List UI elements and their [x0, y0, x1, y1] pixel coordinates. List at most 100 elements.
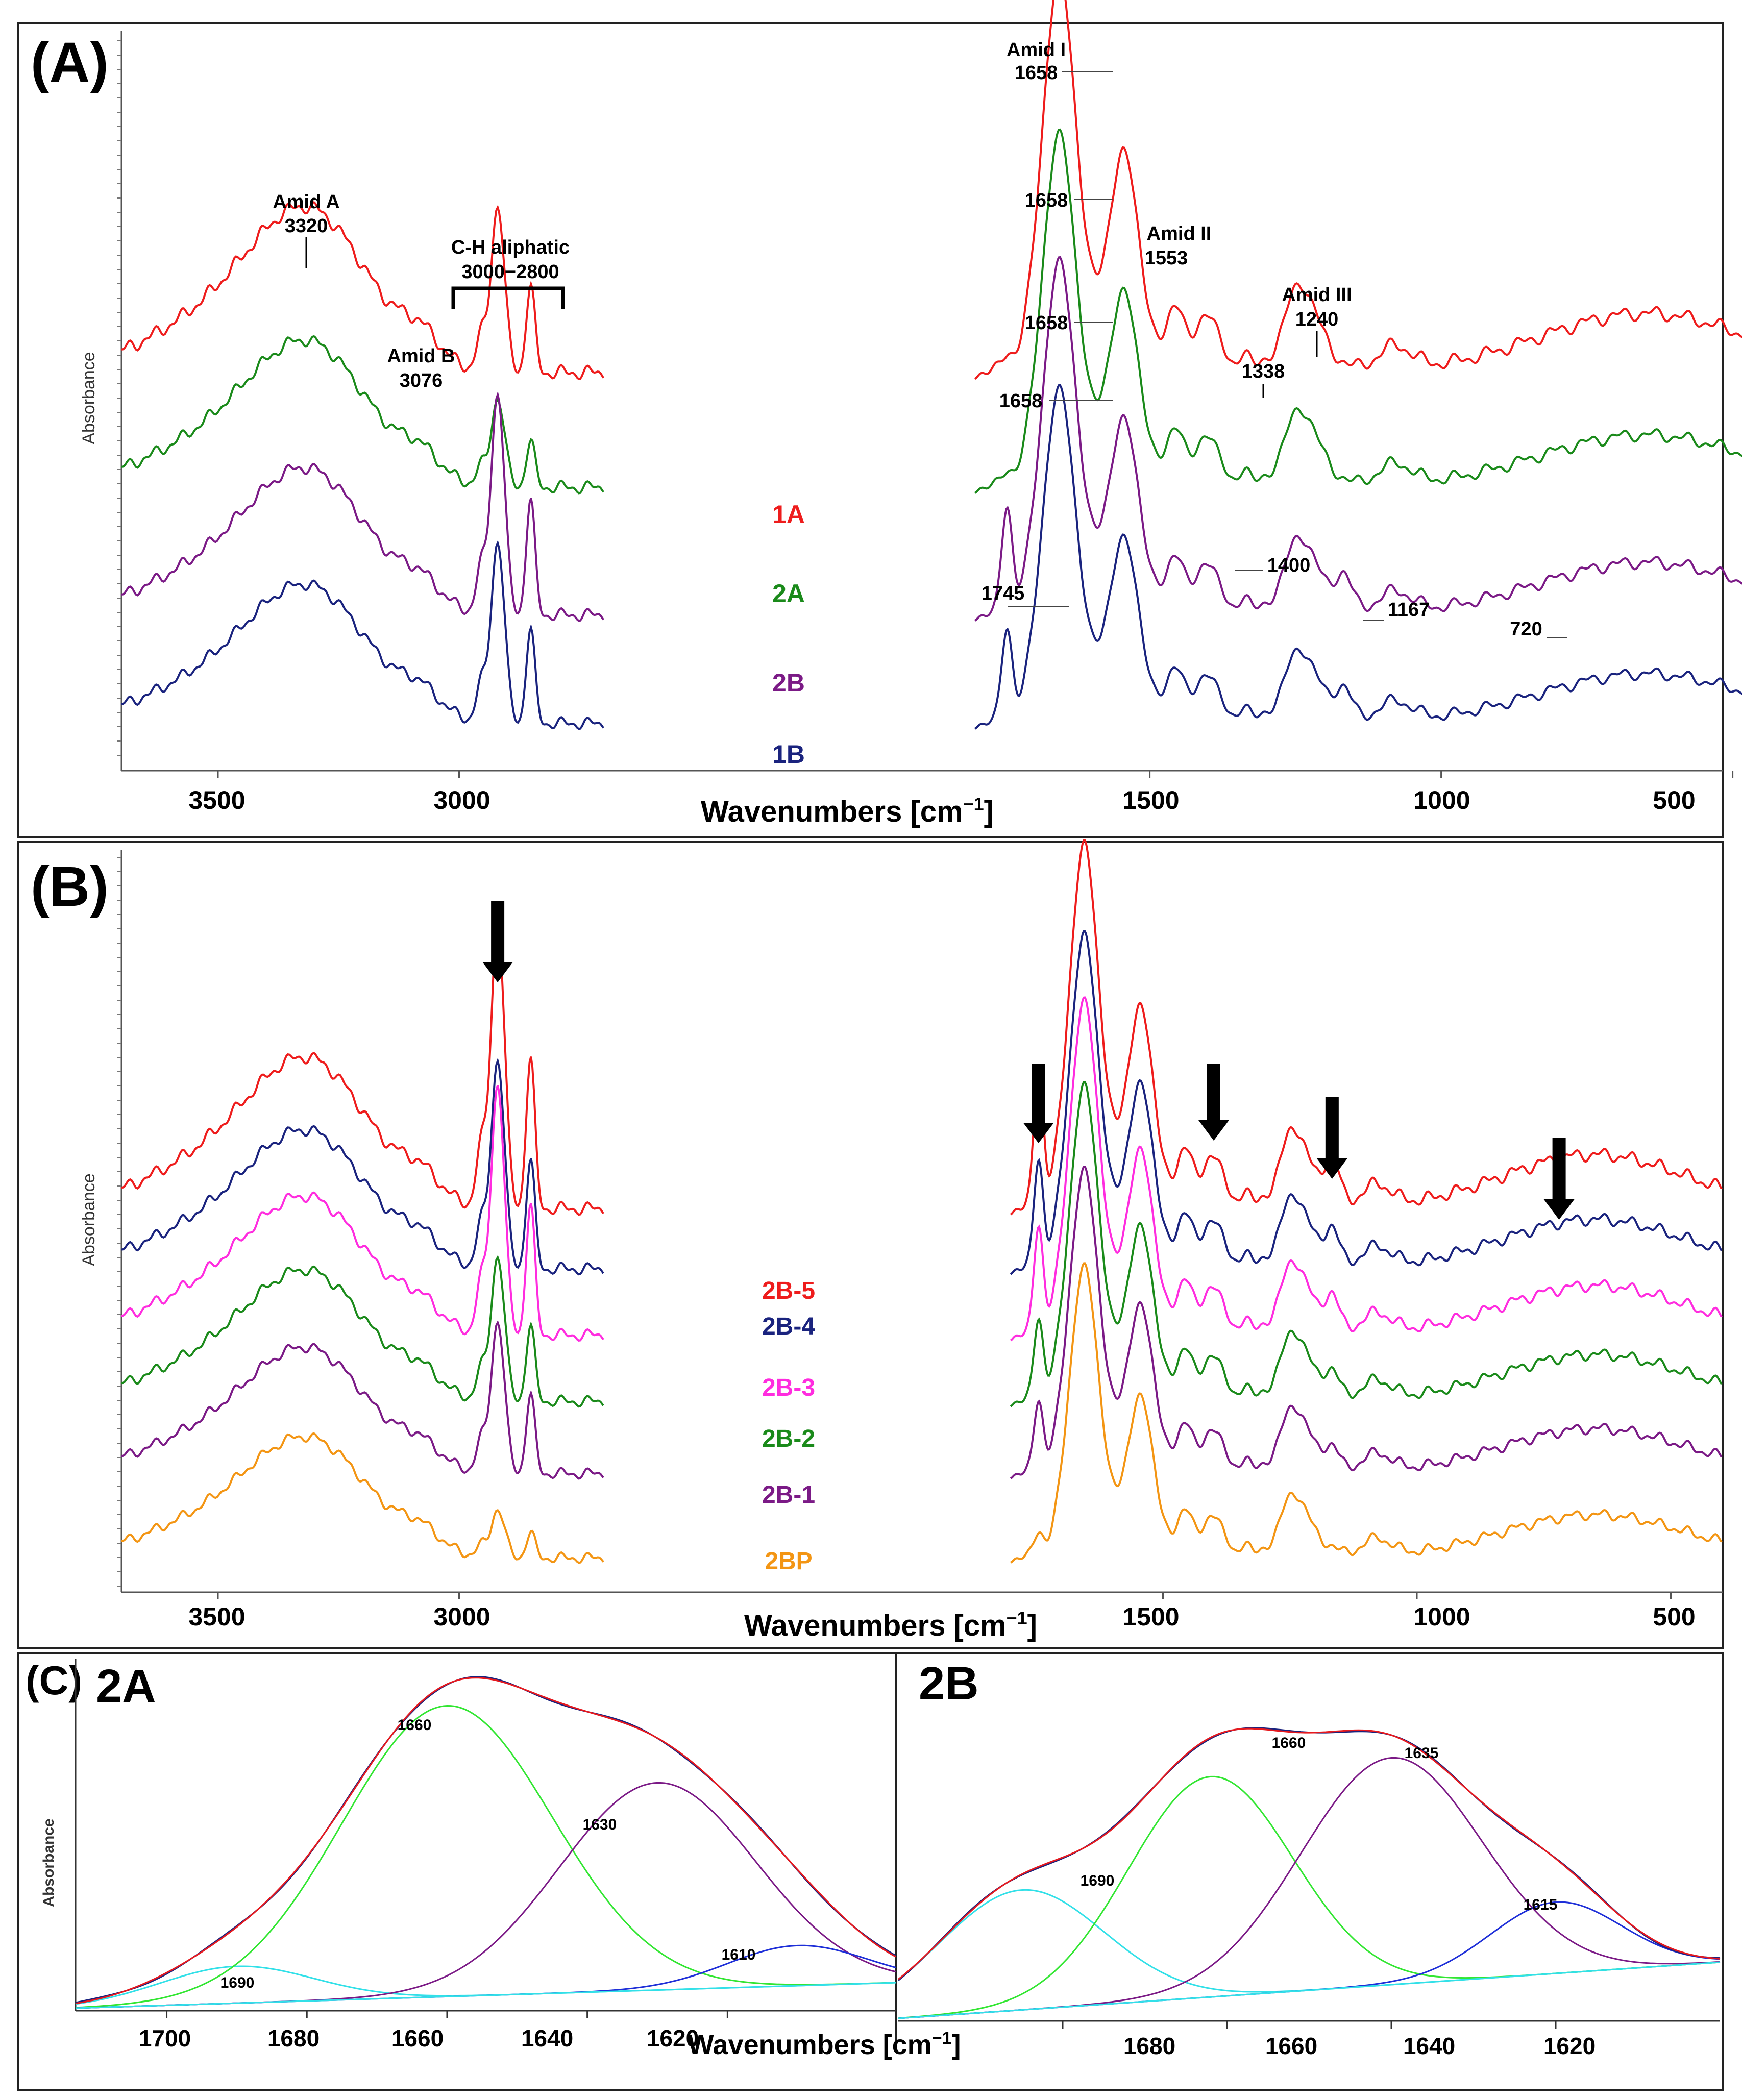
spectrum-2BP	[121, 1262, 1723, 1564]
spectrum-2B-1	[121, 1165, 1723, 1480]
annot-amid-a-value: 3320	[285, 215, 328, 237]
tick-label-1620: 1620	[647, 2025, 699, 2052]
arrow-head-2920	[482, 962, 513, 982]
arrow-head-1400	[1198, 1120, 1229, 1141]
tick-label-500: 500	[1653, 1602, 1695, 1631]
tick-label-1700: 1700	[139, 2025, 191, 2052]
y-axis-label-c: Absorbance	[40, 1818, 57, 1907]
tick-label-3000: 3000	[433, 1602, 490, 1631]
legend-2B-2: 2B-2	[762, 1425, 815, 1452]
arrow-shaft-1745	[1032, 1064, 1045, 1125]
spectrum-2B	[121, 256, 1742, 622]
component-1660	[75, 1704, 896, 2009]
tick-label-1000: 1000	[1413, 786, 1470, 814]
spectrum-1A	[121, 0, 1742, 380]
panel-c-label: (C)	[26, 1658, 82, 1703]
peak-label-2b-1660: 1660	[1272, 1735, 1306, 1751]
spectrum-2B-2	[121, 1081, 1723, 1408]
peak-label-2a-1610: 1610	[722, 1946, 756, 1963]
x-axis-label: Wavenumbers [cm−1]	[701, 794, 994, 828]
panel-c: (C) 2A 2B Absorbance 1700 1680 1660 1640…	[17, 1652, 1724, 2091]
annot-720: 720	[1510, 619, 1542, 640]
peak-label-2b-1690: 1690	[1081, 1872, 1115, 1889]
legend-2B-1: 2B-1	[762, 1481, 815, 1509]
arrows-b	[482, 901, 1575, 1220]
tick-label-1640: 1640	[521, 2025, 573, 2052]
peak-label-2a-1630: 1630	[583, 1816, 617, 1833]
tick-label-3500: 3500	[188, 786, 245, 814]
panel-a-frame	[17, 22, 1724, 838]
annotations-a: Amid A 3320 C-H aliphatic 3000−2800 Amid…	[273, 39, 1567, 640]
legend-2A: 2A	[772, 579, 805, 608]
panel-b-label: (B)	[31, 855, 109, 918]
spectra-b	[121, 839, 1723, 1564]
y-axis-ticks	[117, 857, 121, 1587]
annot-amid-b-label: Amid B	[387, 345, 455, 367]
measured-spectrum	[75, 1676, 896, 2004]
annot-amid-ii-value: 1553	[1145, 248, 1188, 269]
annot-1338: 1338	[1242, 361, 1285, 382]
peak-label-2a-1690: 1690	[220, 1974, 255, 1991]
annot-1658-4: 1658	[999, 390, 1043, 412]
y-axis-label: Absorbance	[79, 352, 99, 444]
arrow-shaft-1167	[1325, 1097, 1339, 1161]
arrow-head-1745	[1023, 1123, 1054, 1143]
annot-amid-a-label: Amid A	[273, 191, 340, 213]
tick-label-500: 500	[1653, 786, 1695, 814]
arrow-shaft-2920	[491, 901, 505, 965]
legend-2B-3: 2B-3	[762, 1374, 815, 1401]
tick-label-3000: 3000	[433, 786, 490, 814]
spectrum-2B-3	[121, 996, 1723, 1342]
tick-label-1680: 1680	[267, 2025, 320, 2052]
peak-label-2a-1660: 1660	[398, 1717, 432, 1734]
annot-amid-i-value: 1658	[1015, 62, 1058, 84]
annot-amid-i-label: Amid I	[1007, 39, 1066, 61]
arrow-head-1167	[1316, 1158, 1347, 1179]
annot-amid-iii-label: Amid III	[1282, 284, 1352, 306]
panel-c-frame	[17, 1652, 1724, 2091]
peak-label-2b-1635: 1635	[1405, 1745, 1439, 1762]
tick-label-1680: 1680	[1123, 2033, 1175, 2059]
x-axis-ticks	[217, 771, 1734, 778]
panel-a-label: (A)	[31, 31, 109, 94]
tick-label-3500: 3500	[188, 1602, 245, 1631]
tick-label-1660: 1660	[391, 2025, 444, 2052]
annot-amid-iii-value: 1240	[1295, 309, 1339, 330]
legend-2B-5: 2B-5	[762, 1277, 815, 1304]
fitted-sum	[898, 1727, 1721, 1980]
annot-1400: 1400	[1267, 555, 1311, 576]
arrow-head-720	[1543, 1199, 1575, 1220]
legend-2B-4: 2B-4	[762, 1313, 815, 1340]
tick-label-1660: 1660	[1265, 2033, 1317, 2059]
arrow-shaft-720	[1552, 1138, 1566, 1202]
tick-label-1000: 1000	[1413, 1602, 1470, 1631]
arrow-shaft-1400	[1207, 1064, 1220, 1123]
legend-1A: 1A	[772, 500, 805, 529]
x-axis-label: Wavenumbers [cm−1]	[744, 1608, 1037, 1642]
x-axis-ticks-c	[166, 2011, 1557, 2029]
annot-1745: 1745	[982, 583, 1025, 604]
spectra-a	[121, 0, 1742, 730]
annot-ch-bracket	[451, 286, 565, 309]
subplot-2b-title: 2B	[919, 1658, 979, 1710]
spectrum-1B	[121, 384, 1742, 730]
panel-b-frame	[17, 841, 1724, 1649]
baseline	[75, 1982, 896, 2009]
legend-2BP: 2BP	[765, 1548, 812, 1575]
y-axis-ticks	[117, 40, 121, 756]
spectrum-2B-5	[121, 839, 1723, 1216]
tick-label-1620: 1620	[1543, 2033, 1596, 2059]
annot-amid-ii-label: Amid II	[1147, 223, 1212, 244]
x-axis-label-c: Wavenumbers [cm−1]	[688, 2029, 961, 2060]
panel-a: (A) Absorbance 3500 3000 1500 1000 500 W…	[17, 0, 1742, 838]
legend-1B: 1B	[772, 740, 805, 769]
annot-ch-value: 3000−2800	[461, 261, 559, 283]
tick-label-1640: 1640	[1403, 2033, 1455, 2059]
subplot-2a-title: 2A	[96, 1660, 156, 1712]
legend-2B: 2B	[772, 669, 805, 697]
annot-ch-label: C-H aliphatic	[451, 237, 570, 258]
spectrum-2B-4	[121, 930, 1723, 1276]
annot-1658-2: 1658	[1025, 190, 1068, 211]
peak-label-2b-1615: 1615	[1524, 1896, 1558, 1913]
